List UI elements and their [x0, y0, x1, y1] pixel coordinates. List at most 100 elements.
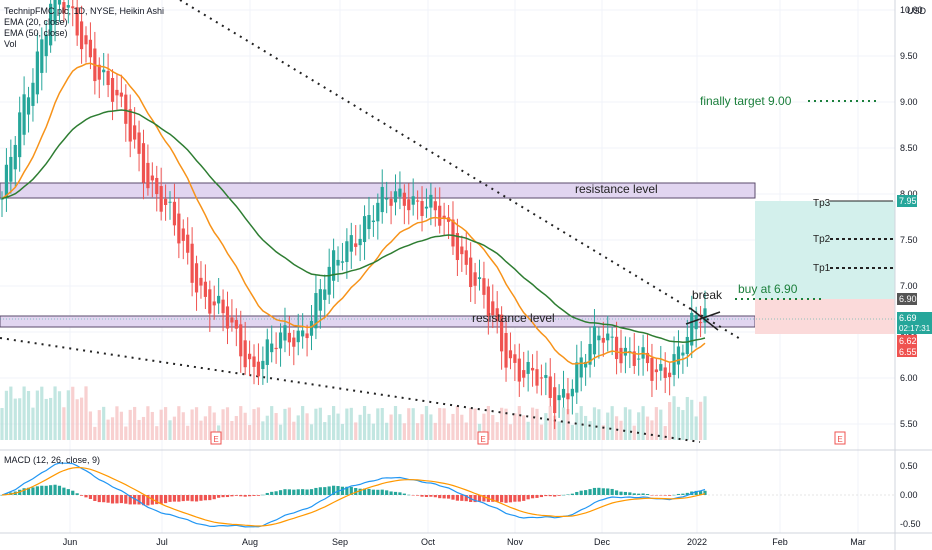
- candle-body: [57, 0, 62, 5]
- candle-body: [522, 370, 526, 378]
- macd-hist-bar: [376, 489, 380, 495]
- candle-body: [340, 261, 345, 263]
- candle-body: [371, 220, 375, 223]
- candle-body: [13, 144, 17, 170]
- volume-bar: [513, 413, 517, 440]
- candle-body: [88, 39, 93, 58]
- x-tick-label: Oct: [421, 537, 436, 547]
- macd-hist-bar: [110, 495, 115, 504]
- svg-text:6.62: 6.62: [899, 336, 917, 346]
- volume-bar: [40, 386, 44, 440]
- volume-bar: [172, 416, 177, 440]
- volume-bar: [561, 407, 566, 440]
- candle-body: [619, 347, 623, 364]
- candle-body: [234, 319, 238, 329]
- candle-body: [163, 198, 168, 205]
- macd-hist-bar: [398, 492, 402, 495]
- y-tick-label: 8.50: [900, 143, 918, 153]
- ema20-legend[interactable]: EMA (20, close): [4, 17, 68, 27]
- macd-hist-bar: [327, 486, 331, 495]
- candle-body: [420, 201, 424, 216]
- macd-hist-bar: [407, 494, 411, 496]
- candle-body: [416, 200, 420, 202]
- final-target-label: finally target 9.00: [700, 94, 792, 108]
- candle-body: [526, 361, 530, 374]
- candle-body: [402, 192, 406, 206]
- macd-hist-bar: [557, 495, 561, 496]
- volume-bar: [4, 390, 9, 440]
- macd-tick-label: -0.50: [900, 519, 921, 529]
- macd-hist-bar: [451, 495, 455, 500]
- macd-hist-bar: [336, 486, 340, 495]
- ema50-legend[interactable]: EMA (50, close): [4, 28, 68, 38]
- candle-body: [181, 228, 185, 241]
- macd-hist-bar: [40, 485, 44, 495]
- candle-body: [150, 175, 154, 181]
- candle-body: [570, 388, 574, 397]
- candle-body: [332, 250, 336, 281]
- earnings-marker[interactable]: [210, 431, 222, 445]
- macd-axis[interactable]: 0.50 0.00 -0.50: [900, 461, 921, 529]
- volume-bar: [203, 416, 207, 440]
- candle-body: [592, 326, 597, 355]
- macd-hist-bar: [522, 495, 526, 501]
- symbol-title[interactable]: TechnipFMC plc, 1D, NYSE, Heikin Ashi: [4, 6, 165, 16]
- macd-hist-bar: [314, 487, 318, 495]
- macd-hist-bar: [504, 495, 508, 503]
- macd-hist-bar: [610, 488, 614, 495]
- macd-legend[interactable]: MACD (12, 26, close, 9): [4, 455, 101, 465]
- volume-legend[interactable]: Vol: [4, 39, 17, 49]
- macd-hist-bar: [659, 495, 663, 496]
- candle-body: [314, 293, 318, 329]
- candle-body: [676, 346, 681, 365]
- volume-bar: [243, 412, 247, 440]
- earnings-marker-glyph: E: [480, 435, 485, 444]
- volume-bar: [592, 407, 597, 440]
- candle-body: [358, 238, 362, 246]
- candle-body: [681, 352, 685, 356]
- volume-bar: [601, 425, 605, 440]
- candle-body: [301, 330, 305, 337]
- volume-bar: [97, 410, 101, 440]
- volume-bar: [685, 396, 689, 440]
- earnings-marker[interactable]: [477, 431, 489, 445]
- volume-bar: [473, 408, 477, 440]
- candle-body: [190, 243, 194, 283]
- macd-hist-bar: [694, 490, 698, 495]
- macd-hist-bar: [261, 494, 265, 496]
- macd-hist-bar: [663, 495, 667, 496]
- macd-hist-bar: [199, 495, 203, 501]
- candle-body: [247, 353, 252, 360]
- price-axis[interactable]: 10.009.509.008.508.007.507.006.506.005.5…: [900, 5, 923, 429]
- volume-bar: [88, 411, 93, 440]
- candle-body: [442, 215, 446, 219]
- tp2-label: Tp2: [813, 234, 831, 245]
- time-axis[interactable]: Jun Jul Aug Sep Oct Nov Dec 2022 Feb Mar: [63, 537, 866, 547]
- svg-text:6.69: 6.69: [899, 313, 917, 323]
- macd-hist-bar: [597, 487, 601, 495]
- macd-hist-bar: [203, 495, 207, 501]
- macd-hist-bar: [429, 495, 433, 497]
- candle-body: [411, 196, 415, 205]
- volume-bar: [619, 420, 623, 440]
- macd-hist-bar: [349, 486, 353, 495]
- candle-body: [694, 315, 698, 330]
- candle-body: [66, 5, 70, 8]
- volume-bar: [292, 421, 296, 440]
- candle-body: [561, 388, 566, 398]
- volume-bar: [362, 406, 367, 440]
- volume-bar: [274, 413, 278, 440]
- macd-hist-bar: [318, 487, 322, 495]
- macd-hist-bar: [358, 488, 362, 495]
- volume-bar: [115, 406, 119, 440]
- macd-hist-bar: [177, 495, 181, 502]
- macd-hist-bar: [252, 495, 256, 496]
- macd-hist-bar: [265, 492, 269, 495]
- earnings-marker[interactable]: [834, 431, 846, 445]
- volume-bar: [469, 407, 473, 440]
- macd-hist-bar: [482, 495, 486, 502]
- volume-bar: [261, 421, 265, 440]
- volume-bar: [57, 391, 62, 440]
- candle-body: [460, 246, 464, 255]
